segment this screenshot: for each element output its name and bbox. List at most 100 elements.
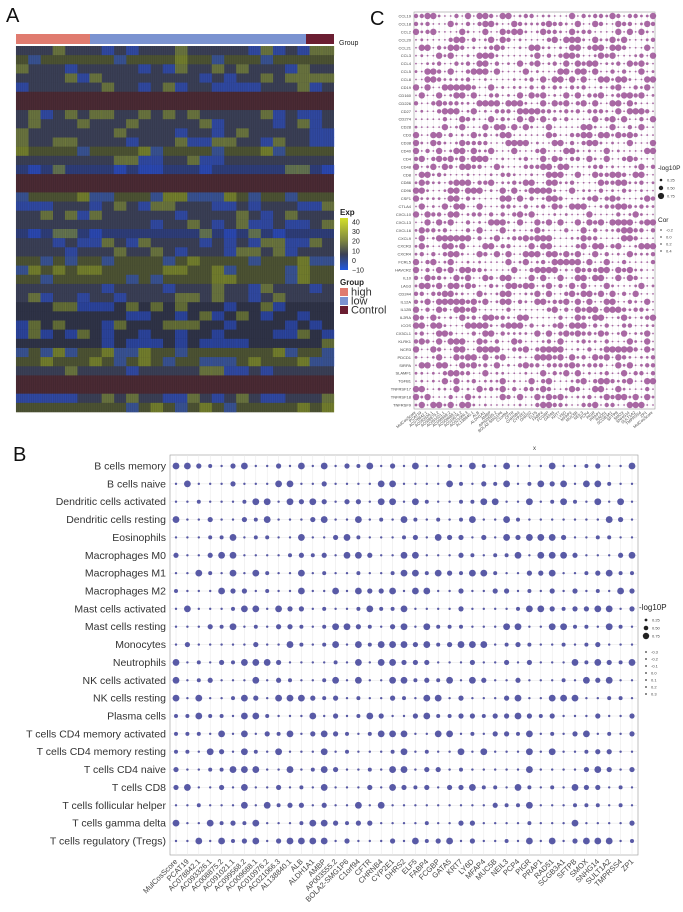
- panel-c-dot: [447, 282, 454, 290]
- panel-c-dot: [519, 165, 521, 168]
- panel-c-dot: [470, 155, 478, 163]
- panel-c-dot: [507, 229, 510, 232]
- panel-c-dot: [524, 54, 527, 57]
- panel-c-dot: [482, 243, 489, 250]
- panel-b-dot: [459, 464, 463, 468]
- panel-c-dot: [459, 298, 466, 305]
- panel-c-dot: [639, 307, 644, 312]
- panel-c-dot: [523, 386, 529, 392]
- panel-c-dot: [431, 181, 435, 185]
- panel-c-dot: [582, 395, 586, 399]
- panel-b-row-label: Eosinophils: [112, 532, 166, 544]
- panel-c-dot: [597, 377, 605, 385]
- panel-c-dot: [570, 236, 574, 240]
- panel-b-dot: [424, 571, 429, 576]
- panel-c-dot: [471, 85, 477, 90]
- panel-c-dot: [493, 346, 501, 353]
- panel-b-dot: [494, 750, 497, 753]
- panel-c-dot: [634, 101, 638, 105]
- panel-c-x-label: PCP4: [579, 409, 591, 420]
- heatmap-cell: [309, 201, 323, 211]
- panel-b-dot: [548, 748, 556, 756]
- panel-c-row-label: NCR3: [400, 347, 412, 352]
- panel-c-dot: [478, 94, 481, 97]
- panel-c-dot: [574, 314, 582, 321]
- panel-b-dot: [380, 786, 383, 789]
- panel-c-dot: [640, 348, 643, 351]
- panel-c-dot: [594, 189, 597, 192]
- panel-c-dot: [593, 54, 597, 58]
- panel-c-dot: [496, 332, 498, 335]
- panel-c-dot: [557, 346, 564, 353]
- panel-c-dot: [524, 300, 528, 304]
- panel-c-dot: [611, 356, 614, 359]
- heatmap-cell: [101, 110, 115, 120]
- panel-b-dot: [482, 821, 485, 825]
- panel-c-dot: [605, 126, 608, 129]
- panel-c-dot: [513, 46, 516, 49]
- panel-c-dot: [628, 261, 631, 264]
- panel-c-dot: [582, 54, 585, 57]
- heatmap-cell: [16, 64, 29, 74]
- panel-b-dot: [322, 624, 327, 629]
- panel-c-dot: [575, 132, 581, 138]
- panel-c-dot: [530, 150, 533, 152]
- panel-c-dot: [425, 21, 430, 27]
- panel-c-dot: [418, 322, 425, 329]
- panel-c-dot: [628, 70, 631, 73]
- panel-c-dot: [620, 92, 628, 99]
- heatmap-cell: [211, 119, 225, 129]
- panel-c-dot: [448, 164, 453, 170]
- panel-b-dot: [356, 714, 361, 718]
- panel-c-dot: [617, 261, 620, 264]
- panel-c-dot: [542, 332, 545, 335]
- group-legend-swatch: [340, 306, 348, 314]
- panel-c-dot: [571, 245, 573, 248]
- panel-b-dot: [494, 679, 497, 682]
- heatmap-cell: [236, 210, 249, 221]
- panel-c-dot: [582, 253, 585, 256]
- panel-b-dot: [425, 536, 428, 539]
- panel-b-dot: [252, 712, 260, 720]
- panel-c-dot: [506, 109, 511, 114]
- panel-b-dot: [173, 552, 179, 558]
- panel-b-dot: [619, 768, 622, 771]
- panel-c-dot: [553, 245, 556, 248]
- heatmap-cell: [126, 155, 139, 166]
- panel-c-dot: [478, 149, 481, 153]
- panel-c-dot: [426, 62, 429, 66]
- panel-c-dot: [513, 54, 516, 57]
- panel-c-dot: [517, 363, 523, 368]
- panel-c-dot: [611, 165, 614, 169]
- exp-tick-label: 30: [352, 229, 360, 236]
- panel-c-dot: [652, 189, 654, 192]
- panel-c-dot: [501, 181, 505, 185]
- panel-b-dot: [539, 500, 542, 503]
- panel-b-dot: [367, 784, 373, 791]
- panel-c-dot: [461, 197, 464, 200]
- panel-b-dot: [630, 482, 634, 486]
- panel-b-dot: [619, 536, 622, 539]
- panel-b-dot: [459, 839, 463, 843]
- panel-c-dot: [638, 68, 645, 75]
- panel-b-dot: [390, 571, 395, 576]
- panel-c-dot: [444, 396, 446, 398]
- panel-c-dot: [615, 28, 622, 36]
- panel-c-dot: [617, 189, 620, 192]
- panel-b-dot: [184, 462, 191, 470]
- panel-c-dot: [559, 292, 562, 295]
- panel-c-dot: [494, 109, 500, 114]
- panel-c-dot: [574, 258, 582, 266]
- panel-c-dot: [478, 46, 481, 49]
- panel-c-dot: [529, 85, 534, 90]
- panel-b-dot: [208, 714, 213, 718]
- panel-b-dot: [196, 463, 202, 469]
- heatmap-cell: [175, 192, 188, 202]
- panel-c-dot: [593, 332, 597, 335]
- panel-c-dot: [478, 30, 481, 33]
- panel-c-dot: [467, 157, 469, 160]
- panel-c-dot: [431, 251, 436, 257]
- panel-c-dot: [593, 292, 597, 296]
- panel-b-dot: [288, 518, 292, 521]
- heatmap-cell: [297, 329, 310, 340]
